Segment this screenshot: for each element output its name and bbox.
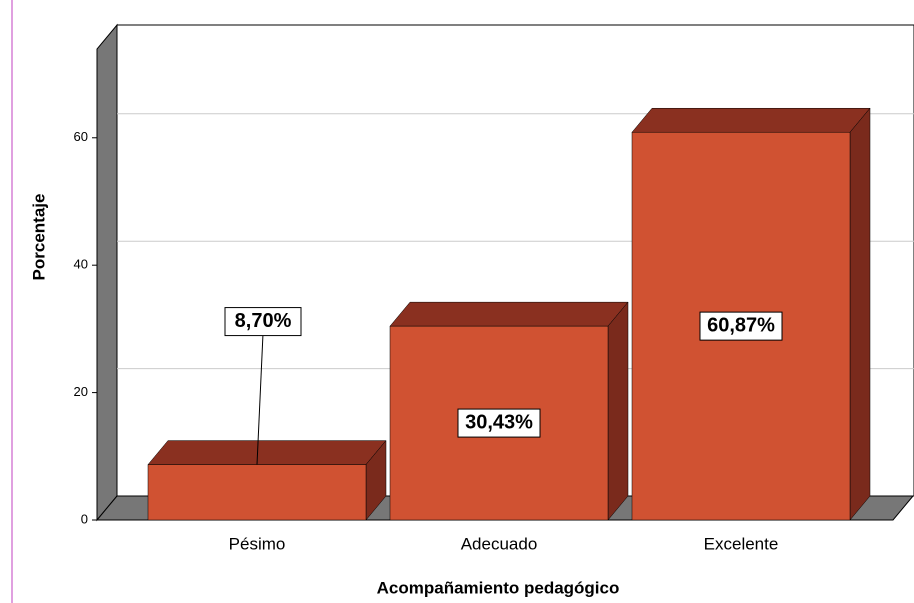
x-tick-label: Pésimo: [229, 534, 286, 553]
value-label: 30,43%: [465, 411, 533, 433]
value-label: 8,70%: [235, 310, 292, 332]
y-tick-label: 0: [81, 511, 88, 526]
y-tick-label: 20: [74, 384, 88, 399]
y-tick-label: 40: [74, 257, 88, 272]
bars: 8,70% 30,43% 60,87%: [147, 107, 871, 521]
leader-line: [256, 333, 264, 465]
bar-side: [607, 301, 629, 521]
value-label: 60,87%: [707, 314, 775, 336]
bar: [147, 464, 367, 521]
value-label-box: [224, 307, 302, 337]
x-axis-title: Acompañamiento pedagógico: [377, 578, 620, 597]
side-wall: [96, 23, 118, 522]
bar-top: [631, 107, 871, 133]
x-tick-label: Adecuado: [461, 534, 538, 553]
bar-side: [849, 107, 871, 521]
x-tick-label: Excelente: [704, 534, 779, 553]
value-label-box: [457, 408, 541, 438]
bar-top: [147, 440, 387, 465]
y-axis-title: Porcentaje: [29, 194, 48, 281]
bar-top: [389, 301, 629, 327]
y-tick-label: 60: [74, 129, 88, 144]
value-label-box: [699, 311, 783, 341]
